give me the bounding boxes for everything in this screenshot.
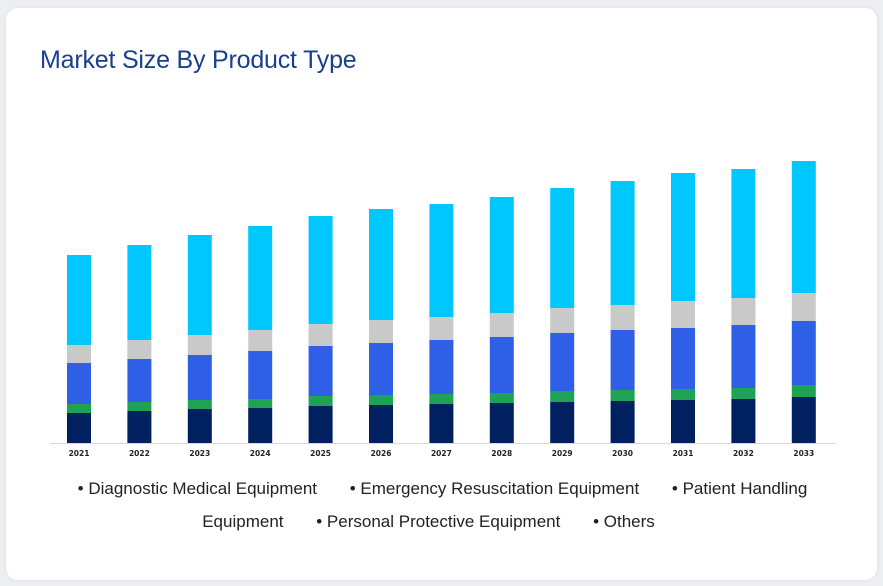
- x-tick-label: 2029: [552, 449, 573, 458]
- bar-segment-2030-series-4: [610, 181, 635, 305]
- bar-segment-2021-series-0: [67, 413, 91, 443]
- bar-segment-2031-series-0: [671, 400, 695, 443]
- bar-segment-2029-series-3: [550, 308, 575, 333]
- bar-segment-2031-series-1: [671, 389, 695, 400]
- bar-segment-2029-series-2: [550, 333, 575, 391]
- bar-segment-2024-series-4: [248, 226, 273, 330]
- bar-segment-2029-series-4: [550, 188, 575, 308]
- bar-segment-2033-series-0: [791, 397, 816, 443]
- bar-segment-2028-series-2: [489, 337, 514, 393]
- x-tick-label: 2028: [491, 449, 512, 458]
- bar-segment-2030-series-2: [610, 330, 635, 390]
- bar-segment-2029-series-1: [550, 391, 575, 402]
- bar-segment-2031-series-2: [671, 328, 695, 389]
- bar-segment-2032-series-4: [731, 169, 756, 298]
- chart-legend: Diagnostic Medical Equipment Emergency R…: [20, 472, 851, 538]
- bar-segment-2027-series-4: [429, 204, 454, 317]
- bar-segment-2022-series-4: [127, 245, 152, 340]
- bar-segment-2027-series-2: [429, 340, 454, 394]
- bar-segment-2023-series-2: [187, 355, 212, 400]
- bar-segment-2026-series-0: [369, 405, 393, 443]
- bar-segment-2031-series-4: [671, 173, 695, 301]
- bar-segment-2023-series-1: [187, 400, 212, 409]
- bar-segment-2024-series-3: [248, 330, 273, 351]
- bar-segment-2025-series-1: [308, 396, 333, 406]
- bar-segment-2024-series-2: [248, 351, 273, 399]
- bar-segment-2032-series-0: [731, 399, 756, 443]
- bar-segment-2021-series-2: [67, 363, 91, 404]
- bar-segment-2030-series-3: [610, 305, 635, 330]
- x-tick-label: 2026: [371, 449, 392, 458]
- bar-segment-2022-series-1: [127, 402, 152, 411]
- bar-segment-2028-series-0: [489, 403, 514, 443]
- bar-segment-2033-series-3: [791, 293, 816, 321]
- bar-segment-2021-series-4: [67, 255, 91, 345]
- x-tick-label: 2033: [793, 449, 814, 458]
- bar-segment-2023-series-0: [187, 409, 212, 443]
- x-tick-label: 2021: [69, 449, 90, 458]
- bar-segment-2021-series-1: [67, 404, 91, 413]
- bar-segment-2033-series-1: [791, 385, 816, 397]
- bar-segment-2026-series-3: [369, 320, 393, 343]
- bar-segment-2021-series-3: [67, 345, 91, 363]
- bar-segment-2030-series-0: [610, 401, 635, 443]
- bar-segment-2022-series-0: [127, 411, 152, 443]
- bar-segment-2025-series-0: [308, 406, 333, 443]
- bar-segment-2030-series-1: [610, 390, 635, 401]
- legend-item-ppe: Personal Protective Equipment: [316, 512, 560, 531]
- bar-segment-2025-series-3: [308, 324, 333, 346]
- bar-segment-2026-series-2: [369, 343, 393, 395]
- bar-segment-2031-series-3: [671, 301, 695, 328]
- legend-item-diagnostic: Diagnostic Medical Equipment: [78, 479, 317, 498]
- bar-segment-2027-series-0: [429, 404, 454, 443]
- x-tick-label: 2032: [733, 449, 754, 458]
- bar-segment-2029-series-0: [550, 402, 575, 443]
- x-tick-label: 2027: [431, 449, 452, 458]
- x-tick-label: 2025: [310, 449, 331, 458]
- bar-segment-2023-series-3: [187, 335, 212, 355]
- bar-segment-2026-series-4: [369, 209, 393, 320]
- x-tick-label: 2022: [129, 449, 150, 458]
- bar-segment-2032-series-2: [731, 325, 756, 388]
- x-tick-label: 2031: [673, 449, 694, 458]
- bar-segment-2033-series-4: [791, 161, 816, 293]
- bar-segment-2024-series-0: [248, 408, 273, 443]
- bar-segment-2025-series-2: [308, 346, 333, 396]
- chart-title: Market Size By Product Type: [40, 46, 357, 74]
- x-tick-label: 2030: [612, 449, 633, 458]
- bar-segment-2028-series-4: [489, 197, 514, 313]
- bar-segment-2022-series-2: [127, 359, 152, 402]
- bar-segment-2023-series-4: [187, 235, 212, 335]
- x-tick-label: 2024: [250, 449, 271, 458]
- bar-segment-2027-series-3: [429, 317, 454, 340]
- bar-segment-2027-series-1: [429, 394, 454, 404]
- bar-segment-2032-series-3: [731, 298, 756, 325]
- bar-segment-2026-series-1: [369, 395, 393, 405]
- legend-item-emergency: Emergency Resuscitation Equipment: [350, 479, 639, 498]
- bar-segment-2025-series-4: [308, 216, 333, 324]
- x-tick-label: 2023: [189, 449, 210, 458]
- bar-segment-2022-series-3: [127, 340, 152, 359]
- bar-segment-2033-series-2: [791, 321, 816, 385]
- legend-item-others: Others: [593, 512, 655, 531]
- bar-segment-2032-series-1: [731, 388, 756, 399]
- bar-segment-2028-series-3: [489, 313, 514, 337]
- bar-segment-2024-series-1: [248, 399, 273, 408]
- bar-segment-2028-series-1: [489, 393, 514, 403]
